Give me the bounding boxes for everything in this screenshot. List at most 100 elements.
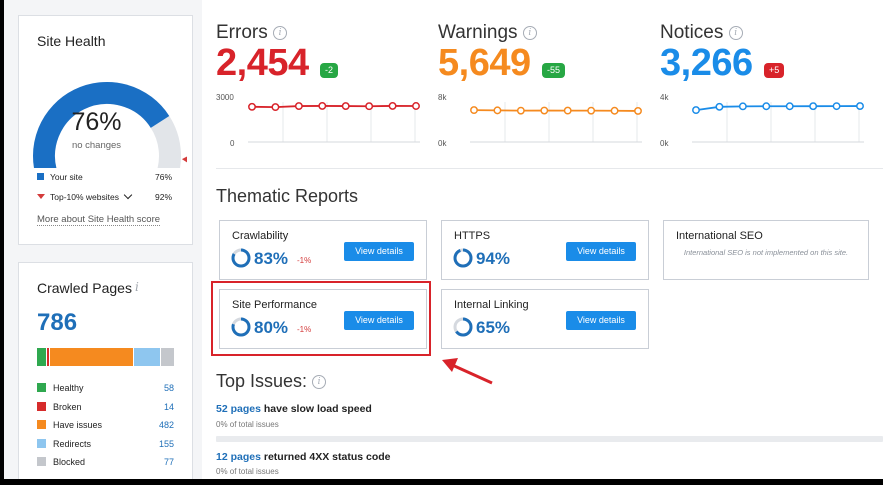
crawled-pages-title-text: Crawled Pages xyxy=(37,280,132,296)
report-card: HTTPS 94% View details xyxy=(441,220,649,280)
metric-value[interactable]: 2,454 xyxy=(216,42,309,84)
legend-item: Have issues xyxy=(37,420,102,430)
info-icon[interactable]: i xyxy=(134,280,139,294)
your-site-swatch xyxy=(37,173,44,180)
report-card: International SEO International SEO is no… xyxy=(663,220,869,280)
data-point xyxy=(540,106,549,115)
data-point xyxy=(809,102,818,111)
bar-segment[interactable] xyxy=(37,348,48,366)
view-details-button[interactable]: View details xyxy=(566,242,636,261)
legend-your-site: Your site xyxy=(37,172,83,182)
axis-top-label: 8k xyxy=(438,93,447,102)
metric-title: Warnings i xyxy=(438,22,537,44)
legend-swatch xyxy=(37,457,46,466)
data-point xyxy=(516,106,525,115)
data-point xyxy=(762,102,771,111)
site-health-gauge xyxy=(33,82,187,168)
report-title: Crawlability xyxy=(232,230,289,242)
report-percent[interactable]: 80% xyxy=(254,318,289,337)
metric-change-badge: +5 xyxy=(764,63,785,78)
metric-title-text: Errors xyxy=(216,22,268,43)
view-details-button[interactable]: View details xyxy=(344,242,414,261)
legend-your-site-value: 76% xyxy=(154,172,172,182)
legend-value[interactable]: 482 xyxy=(158,420,174,430)
legend-item: Broken xyxy=(37,401,82,412)
data-point xyxy=(248,102,256,111)
issue-title: 52 pages have slow load speed xyxy=(216,403,372,415)
divider xyxy=(216,168,883,169)
data-point xyxy=(832,102,841,111)
data-point xyxy=(692,106,700,115)
legend-value[interactable]: 155 xyxy=(158,438,174,449)
axis-bottom-label: 0 xyxy=(230,139,235,148)
axis-top-label: 4k xyxy=(660,93,669,102)
data-point xyxy=(271,103,280,112)
info-icon[interactable]: i xyxy=(522,25,537,40)
crawled-pages-bar xyxy=(37,348,175,366)
metric-title: Notices i xyxy=(660,22,743,44)
data-point xyxy=(587,106,596,115)
data-point xyxy=(738,102,747,111)
report-percent[interactable]: 94% xyxy=(476,249,511,268)
report-percent[interactable]: 83% xyxy=(254,249,289,268)
metric-title: Errors i xyxy=(216,22,288,44)
legend-value[interactable]: 58 xyxy=(163,383,174,393)
site-health-score: 76% xyxy=(71,108,122,136)
view-details-button[interactable]: View details xyxy=(566,311,636,330)
report-delta: -1% xyxy=(297,325,312,334)
data-point xyxy=(341,102,350,111)
legend-item: Blocked xyxy=(37,457,85,467)
legend-item: Redirects xyxy=(37,438,92,449)
axis-bottom-label: 0k xyxy=(438,139,447,148)
data-point xyxy=(856,102,864,111)
crawled-pages-title: Crawled Pages i xyxy=(37,280,139,296)
issue-link[interactable]: 52 pages xyxy=(216,403,261,415)
site-health-change: no changes xyxy=(71,140,122,151)
data-point xyxy=(388,101,397,110)
issue-subtext: 0% of total issues xyxy=(216,420,279,429)
legend-label: Broken xyxy=(53,401,82,412)
data-point xyxy=(715,102,724,111)
site-health-card: Site Health 76% no changes Your site 76%… xyxy=(18,15,193,245)
report-delta: -1% xyxy=(297,256,312,265)
sparkline-chart xyxy=(692,102,864,143)
report-card: Internal Linking 65% View details xyxy=(441,289,649,349)
info-icon[interactable]: i xyxy=(273,25,288,40)
metric-change-badge: -55 xyxy=(542,63,566,78)
crawled-pages-card: Crawled Pages i 786 Healthy 58 Broken 14 Have… xyxy=(18,262,193,479)
sparkline-chart xyxy=(248,101,420,143)
thematic-heading: Thematic Reports xyxy=(216,186,359,206)
bar-segment[interactable] xyxy=(49,348,135,366)
crawled-pages-total: 786 xyxy=(37,309,78,336)
top10-marker-icon xyxy=(181,156,187,163)
report-title: International SEO xyxy=(676,230,763,242)
legend-value[interactable]: 14 xyxy=(163,401,174,412)
legend-label: Redirects xyxy=(53,438,92,449)
metric-value[interactable]: 5,649 xyxy=(438,42,531,84)
bar-segment[interactable] xyxy=(161,348,175,366)
site-health-link[interactable]: More about Site Health score xyxy=(37,214,161,226)
report-percent[interactable]: 65% xyxy=(476,318,511,337)
report-title: Site Performance xyxy=(232,299,317,311)
legend-top10-label: Top-10% websites xyxy=(50,192,119,202)
data-point xyxy=(470,106,478,115)
legend-top10-value: 92% xyxy=(154,192,172,202)
issue-link[interactable]: 12 pages xyxy=(216,451,261,463)
gauge-fill xyxy=(33,82,170,168)
triangle-down-icon xyxy=(37,194,45,199)
data-point xyxy=(493,106,502,115)
data-point xyxy=(318,101,327,110)
info-icon[interactable]: i xyxy=(312,375,327,390)
metric-value[interactable]: 3,266 xyxy=(660,42,753,84)
view-details-button[interactable]: View details xyxy=(344,311,414,330)
issue-text: returned 4XX status code xyxy=(260,451,391,463)
progress-ring-icon xyxy=(231,317,251,337)
legend-top10[interactable]: Top-10% websites xyxy=(37,190,133,202)
bar-segment[interactable] xyxy=(47,348,50,366)
bar-segment[interactable] xyxy=(134,348,162,366)
legend-swatch xyxy=(37,383,46,392)
legend-item: Healthy xyxy=(37,383,84,393)
report-card: Site Performance 80% -1% View details xyxy=(219,289,427,349)
info-icon[interactable]: i xyxy=(728,25,743,40)
legend-value[interactable]: 77 xyxy=(163,457,174,467)
